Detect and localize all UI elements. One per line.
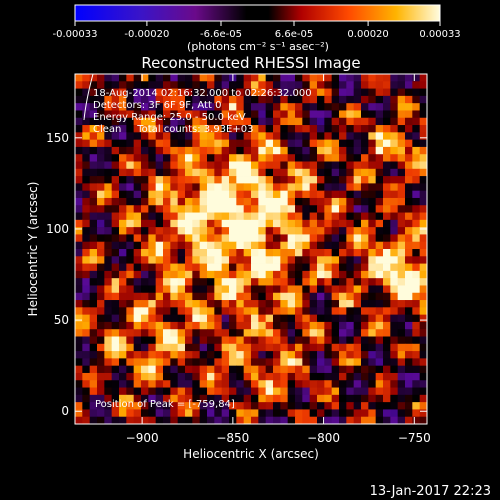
colorbar-frame <box>74 4 441 22</box>
y-tick-label: 50 <box>54 313 69 327</box>
y-tick-label: 0 <box>61 404 69 418</box>
colorbar <box>75 5 440 21</box>
colorbar-tick-label: -0.00033 <box>53 29 98 40</box>
annotation-clean-counts: Clean Total counts: 3.93E+03 <box>93 124 253 135</box>
x-tick-label: −750 <box>398 431 431 445</box>
annotation-detectors: Detectors: 3F 6F 9F, Att 0 <box>93 100 221 111</box>
colorbar-tick-label: 0.00033 <box>419 29 460 40</box>
colorbar-tick-label: 6.6e-05 <box>275 29 313 40</box>
x-tick-label: −850 <box>216 431 249 445</box>
x-tick-label: −800 <box>307 431 340 445</box>
y-tick-label: 150 <box>46 131 69 145</box>
y-axis-ticks: 0 50 100 150 <box>46 131 427 418</box>
colorbar-ticks: -0.00033 -0.00020 -6.6e-05 6.6e-05 0.00020 0.… <box>53 21 461 40</box>
x-axis-ticks: −900 −850 −800 −750 <box>126 74 431 445</box>
annotation-energy-range: Energy Range: 25.0 - 50.0 keV <box>93 112 246 123</box>
y-tick-label: 100 <box>46 222 69 236</box>
timestamp: 13-Jan-2017 22:23 <box>370 484 491 499</box>
peak-position-label: Position of Peak = [-759,84] <box>95 399 235 410</box>
heatmap-image <box>75 74 427 424</box>
solar-limb-curve <box>83 73 94 121</box>
y-axis-label: Heliocentric Y (arcsec) <box>26 182 40 317</box>
colorbar-tick-label: -6.6e-05 <box>200 29 242 40</box>
x-axis-label: Heliocentric X (arcsec) <box>183 447 319 461</box>
colorbar-tick-label: -0.00020 <box>124 29 169 40</box>
x-tick-label: −900 <box>126 431 159 445</box>
chart-title: Reconstructed RHESSI Image <box>141 54 360 72</box>
plot-frame <box>74 73 428 425</box>
annotation-time-range: 18-Aug-2014 02:16:32.000 to 02:26:32.000 <box>93 88 312 99</box>
colorbar-tick-label: 0.00020 <box>347 29 388 40</box>
annotation-block: 18-Aug-2014 02:16:32.000 to 02:26:32.000… <box>93 88 312 135</box>
colorbar-label: (photons cm⁻² s⁻¹ asec⁻²) <box>187 40 329 53</box>
